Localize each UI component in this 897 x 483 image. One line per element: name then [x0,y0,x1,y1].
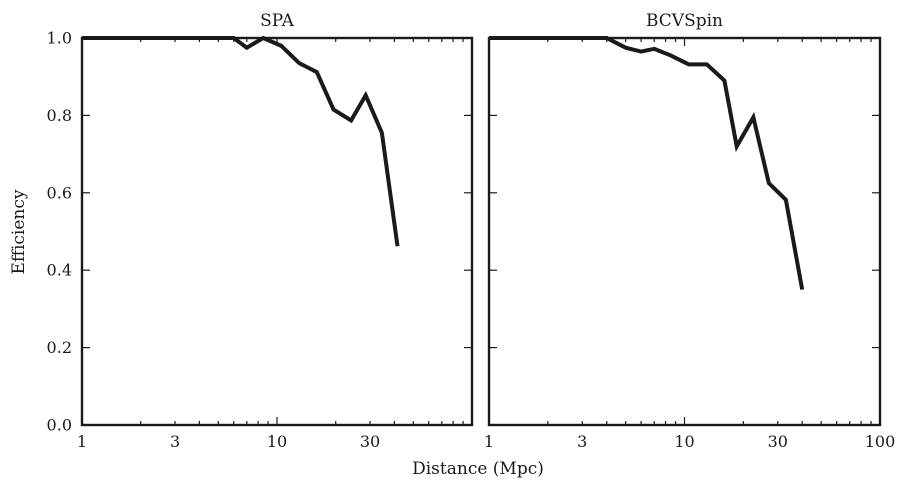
x-tick-label: 3 [170,432,180,451]
y-tick-label: 0.8 [47,106,72,125]
plot-frame-spa [80,36,474,427]
x-tick-label: 3 [577,432,587,451]
y-tick-label: 0.6 [47,183,72,202]
plot-frame-bcvspin [487,36,882,427]
x-tick-label: 30 [360,432,380,451]
efficiency-line-bcvspin [489,36,805,290]
panel-spa: SPA 0.0 0.2 0.4 0.6 0.8 1.0 1 3 10 30 [47,11,474,451]
efficiency-line-spa [82,35,400,247]
x-tick-label: 10 [674,432,694,451]
y-axis-label: Efficiency [9,189,29,274]
x-tick-label: 10 [267,432,287,451]
x-axis-label: Distance (Mpc) [412,459,544,479]
panel-title-bcvspin: BCVSpin [646,11,723,31]
y-tick-label: 0.0 [47,416,72,435]
x-tick-label: 1 [77,432,87,451]
y-tick-label: 1.0 [47,29,72,48]
panel-title-spa: SPA [260,11,295,31]
x-tick-label: 1 [484,432,494,451]
x-tick-label: 30 [768,432,788,451]
panel-bcvspin: BCVSpin 1 3 10 30 100 [484,11,895,451]
y-tick-label: 0.4 [47,261,72,280]
y-tick-label: 0.2 [47,338,72,357]
x-tick-label: 100 [865,432,896,451]
